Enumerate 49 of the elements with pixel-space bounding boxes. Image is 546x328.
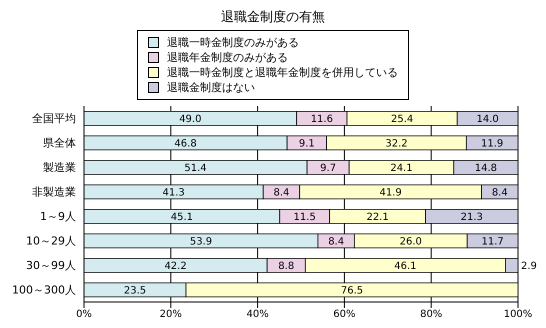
x-tick-label: 60% [333,309,356,320]
x-tick-label: 80% [420,309,442,320]
data-label: 41.9 [379,187,402,198]
data-label: 42.2 [164,260,187,272]
data-label: 2.9 [521,260,537,272]
y-tick-label: 100～300人 [12,284,76,297]
legend-label: 退職一時金制度のみがある [167,35,299,50]
data-label: 53.9 [190,236,212,248]
data-label: 8.8 [278,260,294,272]
data-label: 25.4 [390,114,414,125]
data-label: 23.5 [124,285,146,296]
data-label: 9.7 [320,162,336,174]
data-label: 26.0 [400,236,422,248]
data-label: 49.0 [179,114,202,125]
x-tick-label: 100% [504,309,532,320]
data-label: 46.1 [394,260,417,272]
data-label: 51.4 [184,162,207,174]
y-tick-label: 県全体 [43,136,76,150]
legend-label: 退職一時金制度と退職年金制度を併用している [167,65,398,80]
x-tick-label: 0% [76,309,92,320]
data-label: 8.4 [492,187,508,198]
legend-label: 退職年金制度のみがある [167,50,288,65]
data-label: 11.6 [310,114,333,125]
data-label: 14.8 [474,162,498,174]
data-label: 22.1 [366,212,389,223]
data-label: 21.3 [460,212,483,223]
data-label: 11.9 [481,138,504,150]
data-label: 46.8 [174,138,197,150]
data-label: 9.1 [298,138,315,150]
data-label: 11.5 [294,212,316,223]
data-label: 45.1 [170,212,193,223]
y-tick-label: 非製造業 [32,186,76,199]
y-tick-label: 10～29人 [26,234,76,248]
data-label: 76.5 [340,285,364,296]
data-label: 32.2 [385,138,408,150]
y-tick-label: 30～99人 [26,259,76,272]
legend-label: 退職金制度はない [167,80,255,95]
data-label: 8.4 [328,236,344,248]
x-tick-label: 20% [160,309,182,320]
y-tick-label: 製造業 [43,161,76,174]
y-tick-label: 1～9人 [40,210,76,224]
x-tick-label: 40% [246,309,269,320]
data-label: 14.0 [476,114,499,125]
data-label: 41.3 [162,187,185,198]
data-label: 24.1 [390,162,413,174]
data-label: 8.4 [274,187,290,198]
data-label: 11.7 [481,236,504,248]
chart-title: 退職金制度の有無 [220,9,326,26]
y-tick-label: 全国平均 [32,112,76,126]
